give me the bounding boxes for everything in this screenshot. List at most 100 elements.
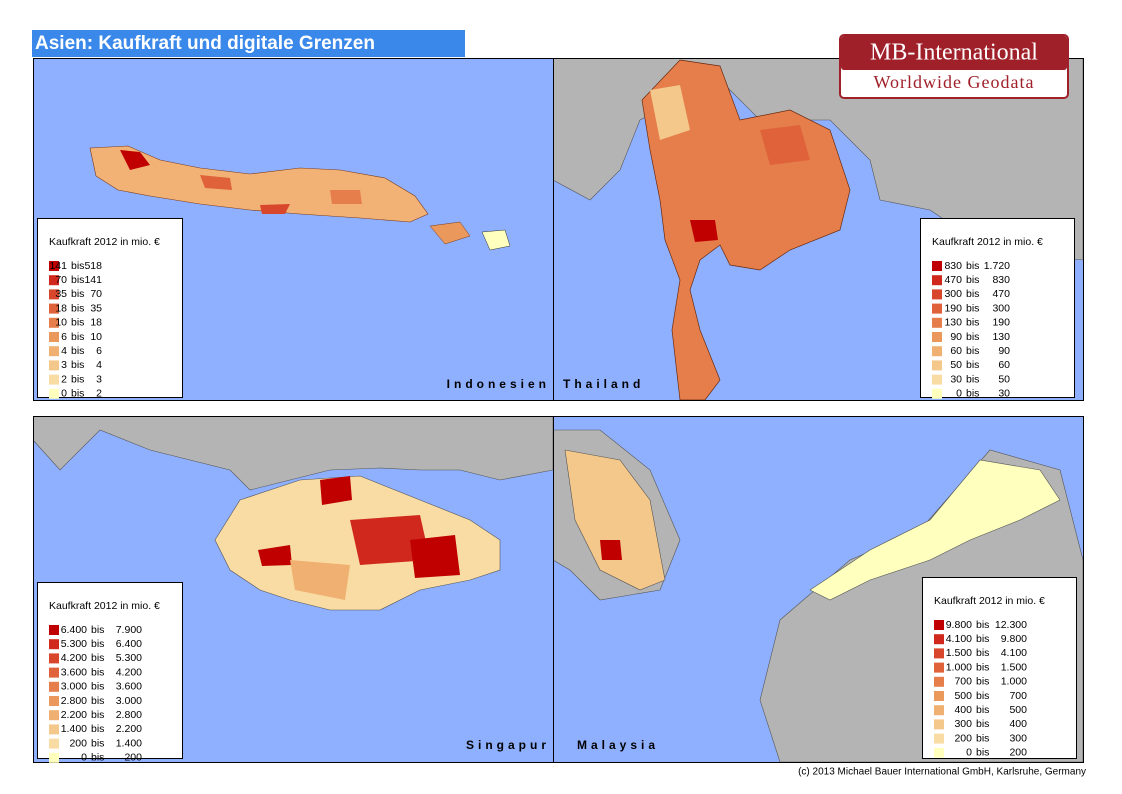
legend-connector: bis <box>91 624 104 636</box>
legend-swatch <box>934 676 944 687</box>
legend-to: 10 <box>90 331 102 343</box>
legend-swatch <box>49 332 59 342</box>
legend-from: 0 <box>61 388 67 400</box>
legend-to: 6 <box>96 345 102 357</box>
legend-swatch <box>932 275 942 286</box>
legend-swatch <box>49 374 59 385</box>
legend-swatch <box>932 388 942 399</box>
legend-swatch <box>49 317 59 328</box>
legend-title: Kaufkraft 2012 in mio. € <box>49 600 160 612</box>
panel-name: Thailand <box>563 377 644 391</box>
legend-to: 830 <box>992 274 1010 286</box>
legend-to: 9.800 <box>1001 633 1027 645</box>
legend-from: 60 <box>950 345 962 357</box>
title: Asien: Kaufkraft und digitale Grenzen <box>35 33 375 54</box>
legend-to: 1.000 <box>1001 676 1027 688</box>
legend-connector: bis <box>966 388 979 400</box>
legend-connector: bis <box>976 732 989 744</box>
legend-swatch <box>49 738 59 749</box>
legend-box <box>37 582 183 759</box>
legend-connector: bis <box>91 737 104 749</box>
legend-swatch <box>49 653 59 664</box>
legend-from: 141 <box>49 260 67 272</box>
legend-from: 2.800 <box>61 695 87 707</box>
legend-from: 9.800 <box>946 619 972 631</box>
legend-from: 3 <box>61 359 67 371</box>
legend-swatch <box>932 332 942 342</box>
legend-to: 4.100 <box>1001 647 1027 659</box>
legend-to: 300 <box>992 302 1010 314</box>
legend-from: 1.000 <box>946 661 972 673</box>
legend-swatch <box>932 289 942 300</box>
legend-swatch <box>49 724 59 735</box>
legend-swatch <box>49 261 59 271</box>
legend-from: 470 <box>944 274 962 286</box>
legend-from: 200 <box>954 732 972 744</box>
legend-connector: bis <box>976 633 989 645</box>
legend-to: 500 <box>1009 704 1027 716</box>
legend-connector: bis <box>966 359 979 371</box>
legend-box <box>920 218 1075 398</box>
legend-connector: bis <box>966 260 979 272</box>
logo-top: MB-International <box>870 40 1038 66</box>
legend-to: 6.400 <box>116 638 142 650</box>
legend-to: 200 <box>1009 747 1027 759</box>
legend-to: 3.000 <box>116 695 142 707</box>
legend-connector: bis <box>966 302 979 314</box>
legend-to: 7.900 <box>116 624 142 636</box>
legend-to: 200 <box>124 752 142 764</box>
legend: Kaufkraft 2012 in mio. € 9.800 bis 12.300 4.… <box>922 577 1077 759</box>
legend-from: 700 <box>954 676 972 688</box>
legend-from: 6.400 <box>61 624 87 636</box>
legend-from: 6 <box>61 331 67 343</box>
legend-to: 3.600 <box>116 681 142 693</box>
legend-swatch <box>934 719 944 730</box>
title-bg <box>32 30 465 57</box>
legend-from: 10 <box>55 317 67 329</box>
legend-to: 4 <box>96 359 102 371</box>
legend-from: 3.000 <box>61 681 87 693</box>
copyright: (c) 2013 Michael Bauer International Gmb… <box>798 767 1086 778</box>
legend-to: 700 <box>1009 690 1027 702</box>
legend-swatch <box>49 289 59 300</box>
legend-to: 30 <box>998 388 1010 400</box>
legend-connector: bis <box>71 345 84 357</box>
legend-swatch <box>932 317 942 328</box>
legend-from: 130 <box>944 317 962 329</box>
legend-swatch <box>49 388 59 399</box>
logo: MB-International Worldwide Geodata <box>839 34 1069 99</box>
legend-connector: bis <box>976 704 989 716</box>
legend-connector: bis <box>71 260 84 272</box>
legend-to: 2 <box>96 388 102 400</box>
legend-from: 4.200 <box>61 652 87 664</box>
legend-swatch <box>934 691 944 701</box>
legend-from: 500 <box>954 690 972 702</box>
legend-from: 2.200 <box>61 709 87 721</box>
legend-to: 2.200 <box>116 723 142 735</box>
legend-swatch <box>934 662 944 673</box>
legend-connector: bis <box>966 345 979 357</box>
legend-from: 0 <box>81 752 87 764</box>
legend-to: 1.400 <box>116 737 142 749</box>
legend-swatch <box>934 648 944 659</box>
legend-connector: bis <box>91 752 104 764</box>
legend-connector: bis <box>71 274 84 286</box>
legend: Kaufkraft 2012 in mio. € 830 bis 1.720 470 bi… <box>920 218 1075 400</box>
legend-connector: bis <box>976 747 989 759</box>
legend-from: 18 <box>55 302 67 314</box>
legend-to: 130 <box>992 331 1010 343</box>
legend-to: 400 <box>1009 718 1027 730</box>
legend-from: 400 <box>954 704 972 716</box>
legend-box <box>37 218 183 398</box>
legend-swatch <box>932 346 942 357</box>
legend-to: 70 <box>90 288 102 300</box>
legend-to: 141 <box>84 274 102 286</box>
legend-connector: bis <box>976 661 989 673</box>
legend-swatch <box>49 639 59 650</box>
legend-box <box>922 577 1077 759</box>
legend-swatch <box>934 733 944 744</box>
legend-to: 5.300 <box>116 652 142 664</box>
